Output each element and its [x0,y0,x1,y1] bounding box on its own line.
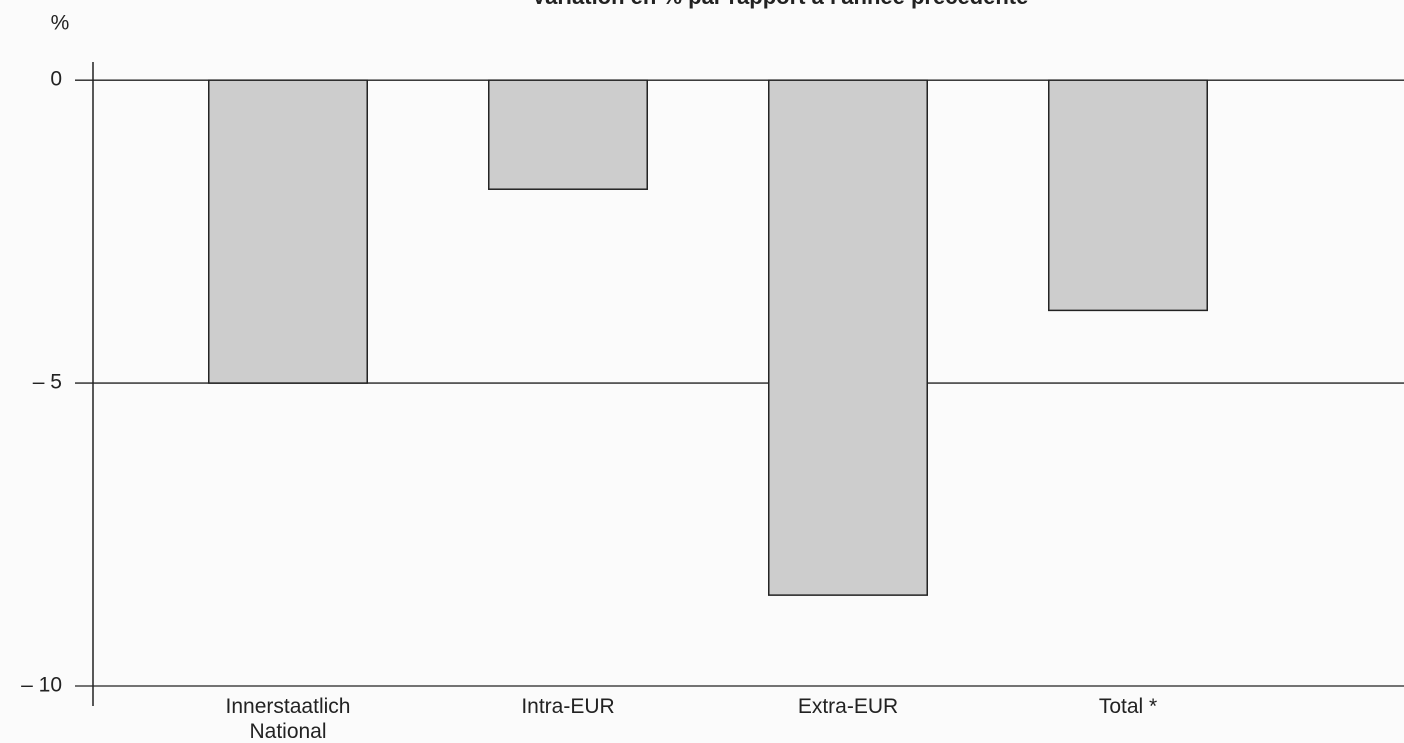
x-tick-label: Innerstaatlich National [225,695,351,743]
bar [488,79,648,190]
y-tick-label: – 10 [21,674,62,697]
bar [768,79,928,596]
bar [208,79,368,384]
y-axis-label: % [51,12,70,35]
bar [1048,79,1208,312]
y-tick-label: – 5 [33,371,62,394]
x-tick-label: Total * [1098,695,1158,718]
x-tick-label: Extra-EUR [797,695,899,718]
y-tick-label: 0 [50,68,62,91]
chart-title: Variation en % par rapport à l'année pré… [532,0,1029,9]
x-tick-label: Intra-EUR [521,695,615,718]
